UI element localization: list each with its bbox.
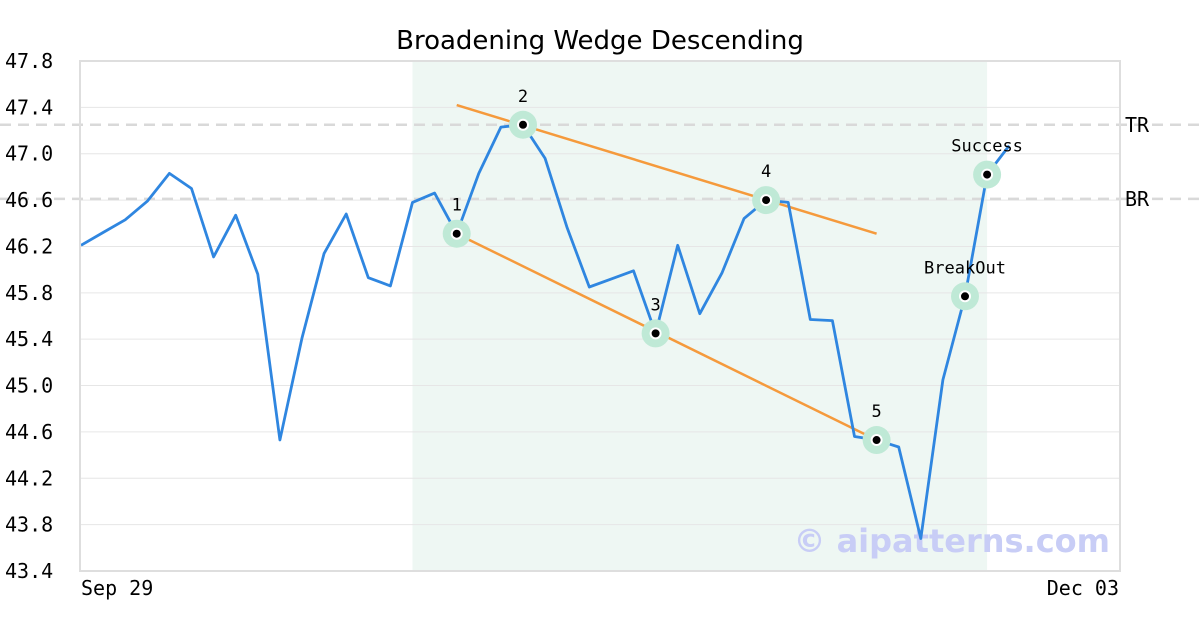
pattern-point-label-3: 3 bbox=[650, 295, 660, 315]
plot-frame bbox=[79, 60, 1121, 572]
reference-label-tr: TR bbox=[1125, 113, 1150, 137]
y-tick-label: 45.8 bbox=[5, 281, 53, 305]
pattern-point-label-2: 2 bbox=[518, 87, 528, 107]
pattern-point-marker-4 bbox=[760, 194, 773, 207]
pattern-point-marker-breakout bbox=[959, 290, 971, 303]
y-tick-label: 44.2 bbox=[5, 466, 53, 490]
y-tick-label: 43.8 bbox=[5, 513, 53, 537]
pattern-point-label-5: 5 bbox=[871, 402, 881, 422]
pattern-point-label-4: 4 bbox=[761, 162, 771, 182]
x-tick-label: Dec 03 bbox=[1047, 576, 1119, 600]
y-tick-label: 46.2 bbox=[5, 234, 53, 258]
pattern-point-marker-5 bbox=[870, 434, 883, 447]
y-tick-label: 47.4 bbox=[5, 95, 53, 119]
reference-label-br: BR bbox=[1125, 187, 1150, 211]
chart-title: Broadening Wedge Descending bbox=[396, 26, 804, 56]
pattern-point-label-1: 1 bbox=[452, 196, 462, 216]
pattern-point-label-breakout: BreakOut bbox=[924, 258, 1006, 278]
watermark: © aipatterns.com bbox=[793, 522, 1110, 560]
y-tick-label: 47.0 bbox=[5, 142, 53, 166]
x-tick-label: Sep 29 bbox=[81, 576, 153, 600]
y-tick-label: 45.4 bbox=[5, 327, 53, 351]
pattern-highlight-region bbox=[412, 61, 988, 571]
pattern-point-label-success: Success bbox=[951, 137, 1023, 157]
y-tick-label: 43.4 bbox=[5, 559, 53, 583]
y-tick-label: 45.0 bbox=[5, 374, 53, 398]
pattern-point-marker-3 bbox=[649, 327, 662, 340]
pattern-point-marker-2 bbox=[517, 118, 529, 131]
y-tick-label: 44.6 bbox=[5, 420, 53, 444]
pattern-point-marker-1 bbox=[450, 227, 463, 240]
y-tick-label: 47.8 bbox=[5, 49, 53, 73]
pattern-point-marker-success bbox=[981, 168, 994, 181]
y-tick-label: 46.6 bbox=[5, 188, 53, 212]
price-series-line bbox=[80, 123, 1011, 540]
